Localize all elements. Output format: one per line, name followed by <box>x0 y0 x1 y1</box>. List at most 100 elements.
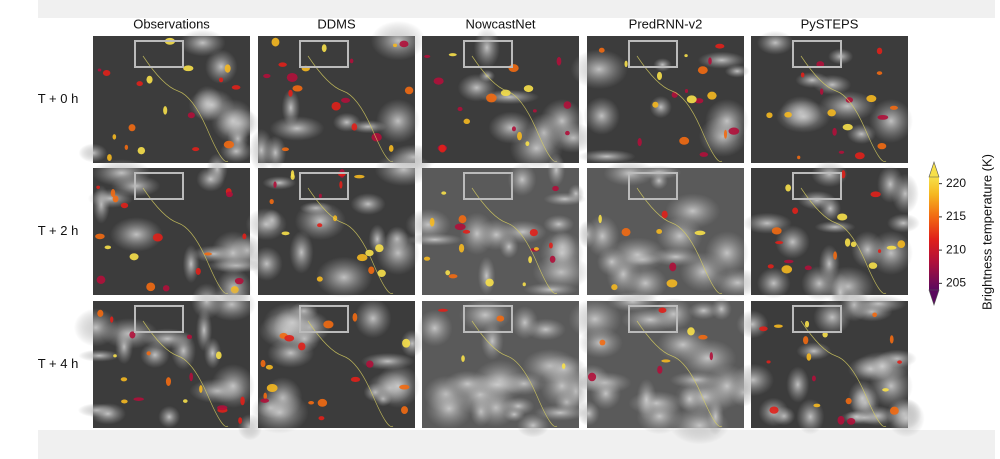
storm-cell <box>269 198 274 205</box>
storm-cell <box>587 372 597 382</box>
cloud <box>654 297 694 331</box>
coastline <box>636 187 723 294</box>
storm-cell <box>496 315 505 322</box>
storm-cell <box>165 377 172 386</box>
cloud <box>516 413 550 438</box>
storm-cell <box>298 342 306 351</box>
focus-box <box>628 172 678 200</box>
storm-cell <box>844 238 851 247</box>
storm-cell <box>679 136 690 145</box>
storm-cell <box>424 54 431 58</box>
storm-cell <box>728 127 740 135</box>
storm-cell <box>563 101 572 109</box>
focus-box <box>792 40 842 68</box>
storm-cell <box>462 229 471 234</box>
coastline <box>307 320 394 427</box>
satellite-panel <box>416 298 589 438</box>
storm-cell <box>508 64 519 73</box>
storm-cell <box>433 77 444 85</box>
typhoon <box>540 231 584 275</box>
satellite-panel <box>405 153 590 297</box>
cloud <box>289 230 314 274</box>
colorbar-tick-label: 210 <box>946 242 966 256</box>
storm-cell <box>822 331 828 338</box>
storm-cell <box>290 170 295 178</box>
cloud <box>776 100 831 133</box>
storm-cell <box>797 155 801 160</box>
storm-cell <box>827 109 836 117</box>
storm-cell <box>445 270 451 276</box>
cloud <box>459 212 495 256</box>
satellite-panel <box>742 160 920 312</box>
storm-cell <box>769 406 779 414</box>
storm-cell <box>404 86 414 95</box>
storm-cell <box>889 335 894 344</box>
storm-cell <box>802 336 809 345</box>
storm-cell <box>146 75 153 84</box>
storm-cell <box>317 223 323 228</box>
storm-cell <box>260 359 266 368</box>
storm-cell <box>458 243 465 253</box>
storm-cell <box>897 360 902 364</box>
row-label: T + 4 h <box>38 356 79 371</box>
storm-cell <box>766 360 771 364</box>
storm-cell <box>350 376 361 383</box>
storm-cell <box>599 339 606 346</box>
colorbar-tick-label: 205 <box>946 276 966 290</box>
storm-cell <box>352 312 358 322</box>
storm-cell <box>195 267 201 275</box>
cloud <box>678 386 702 412</box>
colorbar-body <box>929 177 939 290</box>
storm-cell <box>485 278 494 287</box>
storm-cell <box>224 64 231 73</box>
storm-cell <box>811 375 816 382</box>
storm-cell <box>804 320 810 328</box>
cloud <box>547 153 566 187</box>
satellite-panel <box>577 160 763 301</box>
storm-cell <box>112 134 117 140</box>
satellite-panel <box>245 152 433 298</box>
cloud <box>370 20 426 61</box>
storm-cell <box>110 189 116 198</box>
cloud <box>507 162 537 197</box>
column-header: NowcastNet <box>465 16 535 31</box>
storm-cell <box>318 193 322 199</box>
storm-cell <box>95 233 105 240</box>
typhoon <box>540 364 584 408</box>
panel-grid: Observations DDMS NowcastNet PredRNN-v2 PyST… <box>38 16 925 445</box>
cloud <box>203 337 222 369</box>
typhoon <box>705 99 749 143</box>
storm-cell <box>845 397 852 405</box>
storm-cell <box>349 58 354 64</box>
storm-cell <box>215 351 222 360</box>
storm-cell <box>438 144 446 153</box>
coastline <box>636 320 723 427</box>
cloud <box>78 143 108 163</box>
storm-cell <box>698 334 708 340</box>
cloud <box>742 212 792 234</box>
storm-cell <box>104 245 112 250</box>
storm-cell <box>804 265 812 271</box>
cloud <box>814 220 856 234</box>
storm-cell <box>486 93 497 103</box>
storm-cell <box>96 185 101 189</box>
storm-cell <box>598 47 605 53</box>
storm-cell <box>816 61 825 68</box>
storm-cell <box>775 241 784 245</box>
cloud <box>606 291 659 312</box>
cloud <box>570 49 628 90</box>
storm-cell <box>666 279 678 288</box>
cloud <box>797 190 836 210</box>
storm-cell <box>351 123 358 131</box>
focus-box <box>134 172 184 200</box>
colorbar: 205 210 215 220 <box>928 161 966 306</box>
cloud <box>141 328 193 350</box>
storm-cell <box>889 105 898 110</box>
column-header: Observations <box>133 16 210 31</box>
storm-cell <box>771 227 782 235</box>
typhoon <box>869 364 913 408</box>
storm-cell <box>766 112 773 119</box>
cloud <box>724 64 750 78</box>
storm-cell <box>321 44 327 53</box>
